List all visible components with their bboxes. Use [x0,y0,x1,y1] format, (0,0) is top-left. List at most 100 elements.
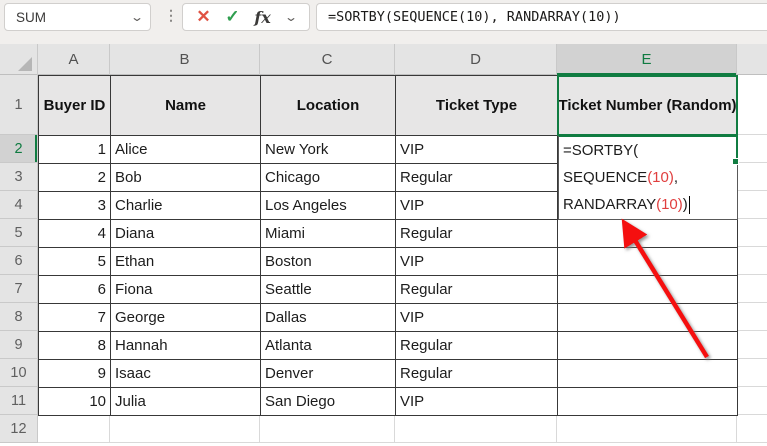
cell-e11[interactable] [557,387,738,416]
cell-c3[interactable]: Chicago [260,163,396,192]
cell-b10[interactable]: Isaac [110,359,261,388]
formula-text: =SORTBY(SEQUENCE(10), RANDARRAY(10)) [328,9,621,25]
cell-b11[interactable]: Julia [110,387,261,416]
row-header-4[interactable]: 4 [0,191,38,219]
cell-c4[interactable]: Los Angeles [260,191,396,220]
table-row: 7 George Dallas VIP [38,303,738,332]
formula-input[interactable]: =SORTBY(SEQUENCE(10), RANDARRAY(10)) [316,3,767,31]
data-table: Buyer ID Name Location Ticket Type Ticke… [38,75,738,416]
cell-a7[interactable]: 6 [38,275,111,304]
text-caret [688,195,690,214]
cell-d11[interactable]: VIP [395,387,558,416]
column-headers: A B C D E [0,44,767,75]
row-header-6[interactable]: 6 [0,247,38,275]
cell-d10[interactable]: Regular [395,359,558,388]
chevron-down-icon[interactable]: ⌄ [283,10,298,24]
cell-b5[interactable]: Diana [110,219,261,248]
cell-c8[interactable]: Dallas [260,303,396,332]
column-header-b[interactable]: B [110,44,260,75]
cell-d2[interactable]: VIP [395,135,558,164]
cell-d4[interactable]: VIP [395,191,558,220]
cell-c10[interactable]: Denver [260,359,396,388]
cell-a10[interactable]: 9 [38,359,111,388]
separator-dots-icon[interactable]: ⋮ [164,7,178,23]
cell-b4[interactable]: Charlie [110,191,261,220]
cell-a2[interactable]: 1 [38,135,111,164]
row-header-12[interactable]: 12 [0,415,38,443]
selection-border-right [736,135,738,160]
cell-c2[interactable]: New York [260,135,396,164]
formula-actions: ✕ ✓ fx ⌄ [182,3,310,31]
cell-b9[interactable]: Hannah [110,331,261,360]
cell-e7[interactable] [557,275,738,304]
cell-c5[interactable]: Miami [260,219,396,248]
cell-edit-overlay[interactable]: =SORTBY( SEQUENCE (10), RANDARRAY (10)) [558,135,738,220]
cell-d6[interactable]: VIP [395,247,558,276]
cell-c9[interactable]: Atlanta [260,331,396,360]
row-headers: 1 2 3 4 5 6 7 8 9 10 11 12 [0,75,38,443]
fill-handle[interactable] [732,158,739,165]
cell-d7[interactable]: Regular [395,275,558,304]
formula-bar: SUM ⌄ ⋮ ✕ ✓ fx ⌄ =SORTBY(SEQUENCE(10), R… [0,0,767,44]
cell-a8[interactable]: 7 [38,303,111,332]
header-ticket-number[interactable]: Ticket Number (Random) [557,75,738,136]
row-header-7[interactable]: 7 [0,275,38,303]
header-buyer-id[interactable]: Buyer ID [38,75,111,136]
cell-e9[interactable] [557,331,738,360]
row-header-11[interactable]: 11 [0,387,38,415]
cell-b6[interactable]: Ethan [110,247,261,276]
table-row: 5 Ethan Boston VIP [38,247,738,276]
formula-line-3: RANDARRAY (10)) [563,195,690,214]
cell-a6[interactable]: 5 [38,247,111,276]
column-header-d[interactable]: D [395,44,557,75]
column-header-c[interactable]: C [260,44,395,75]
header-name[interactable]: Name [110,75,261,136]
cell-b3[interactable]: Bob [110,163,261,192]
select-all-triangle-icon [18,57,32,71]
cell-e5[interactable] [557,219,738,248]
cell-c6[interactable]: Boston [260,247,396,276]
table-row: 10 Julia San Diego VIP [38,387,738,416]
enter-icon[interactable]: ✓ [225,7,240,26]
cell-b7[interactable]: Fiona [110,275,261,304]
table-row: 6 Fiona Seattle Regular [38,275,738,304]
insert-function-icon[interactable]: fx [254,7,271,27]
header-location[interactable]: Location [260,75,396,136]
cell-d9[interactable]: Regular [395,331,558,360]
empty-row-12[interactable] [38,415,737,443]
chevron-down-icon[interactable]: ⌄ [129,10,145,24]
cell-d5[interactable]: Regular [395,219,558,248]
column-header-a[interactable]: A [38,44,110,75]
cell-b8[interactable]: George [110,303,261,332]
row-header-2[interactable]: 2 [0,135,38,163]
cell-c7[interactable]: Seattle [260,275,396,304]
row-header-10[interactable]: 10 [0,359,38,387]
cell-a4[interactable]: 3 [38,191,111,220]
column-header-filler [737,44,767,75]
cell-a5[interactable]: 4 [38,219,111,248]
cell-e6[interactable] [557,247,738,276]
column-header-e[interactable]: E [557,44,737,75]
cell-a3[interactable]: 2 [38,163,111,192]
row-header-1[interactable]: 1 [0,75,38,135]
select-all-button[interactable] [0,44,38,75]
filler-column [737,75,767,443]
row-header-5[interactable]: 5 [0,219,38,247]
cell-b2[interactable]: Alice [110,135,261,164]
cell-d8[interactable]: VIP [395,303,558,332]
cell-a9[interactable]: 8 [38,331,111,360]
formula-line-1: =SORTBY( [563,142,639,159]
row-header-9[interactable]: 9 [0,331,38,359]
cell-e8[interactable] [557,303,738,332]
header-ticket-type[interactable]: Ticket Type [395,75,558,136]
row-header-8[interactable]: 8 [0,303,38,331]
cell-a11[interactable]: 10 [38,387,111,416]
cell-e10[interactable] [557,359,738,388]
row-header-3[interactable]: 3 [0,163,38,191]
cancel-icon[interactable]: ✕ [196,7,211,26]
table-header-row: Buyer ID Name Location Ticket Type Ticke… [38,75,738,136]
cell-d3[interactable]: Regular [395,163,558,192]
cell-c11[interactable]: San Diego [260,387,396,416]
table-row: 8 Hannah Atlanta Regular [38,331,738,360]
name-box[interactable]: SUM ⌄ [4,3,151,31]
